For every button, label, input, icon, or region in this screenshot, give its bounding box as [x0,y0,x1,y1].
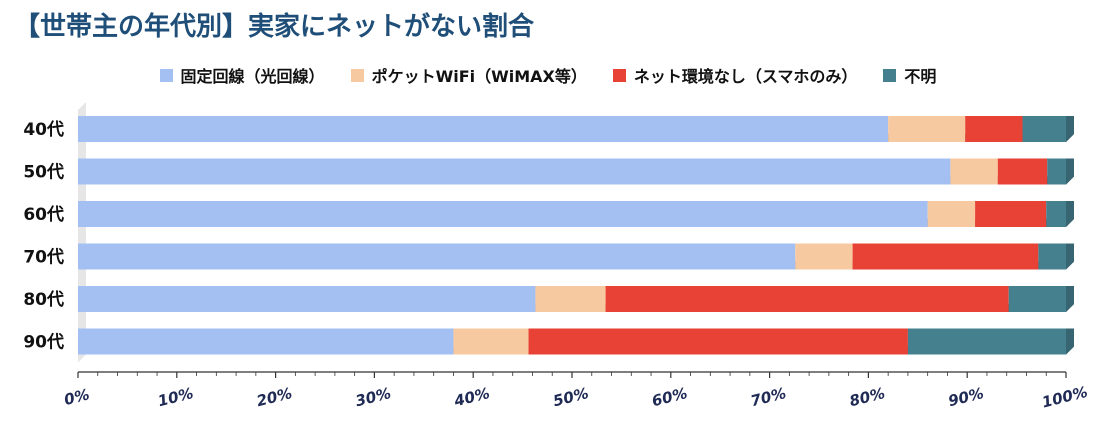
bar-70代-series-0 [78,243,796,270]
x-tick-label: 70% [749,384,788,410]
x-tick-label: 80% [848,384,887,410]
bar-40代-series-0 [78,116,889,142]
legend-label-no-internet: ネット環境なし（スマホのみ） [633,67,858,86]
bar-60代-series-2 [975,201,1047,227]
bar-80代-series-1-top [535,286,606,288]
bar-40代-series-1-top [888,116,966,118]
bar-80代-series-3 [1008,286,1066,312]
x-tick-label: 10% [156,384,195,410]
bar-60代-end [1066,201,1074,227]
bar-80代-end [1066,286,1074,312]
bar-90代-series-3 [907,328,1066,355]
bar-80代-series-1 [535,286,606,312]
x-tick-label: 50% [551,384,590,410]
category-label-60代: 60代 [23,204,64,225]
legend: 固定回線（光回線） ポケットWiFi（WiMAX等） ネット環境なし（スマホのみ… [0,62,1096,88]
bar-50代-series-0 [78,158,951,185]
x-tick-label: 100% [1040,383,1089,412]
bar-70代-series-1 [795,243,853,270]
bar-60代-series-2-top [975,201,1047,203]
bar-70代-series-2-top [852,243,1039,246]
bar-70代-series-3-top [1038,243,1066,246]
legend-item-fixed-line: 固定回線（光回線） [159,63,325,87]
bar-50代-series-2 [997,158,1048,185]
category-label-40代: 40代 [23,119,64,140]
bar-80代-series-0-top [78,286,536,288]
bar-60代-series-1 [927,201,976,227]
bar-80代-series-2-top [605,286,1009,288]
x-tick-label: 90% [946,384,985,410]
legend-swatch-pocket-wifi [350,68,364,82]
bar-90代-end [1066,328,1074,355]
bar-40代-series-3 [1022,116,1066,142]
bar-60代-series-0-top [78,201,928,203]
legend-item-no-internet: ネット環境なし（スマホのみ） [612,63,858,87]
bar-60代-series-0 [78,201,928,227]
bar-50代-series-2-top [997,158,1048,161]
x-tick-label: 0% [62,385,91,409]
bar-90代-series-3-top [907,328,1066,331]
legend-swatch-fixed-line [159,68,173,82]
x-tick-label: 60% [650,384,689,410]
bar-70代-series-1-top [795,243,853,246]
bar-40代-series-1 [888,116,966,142]
legend-label-fixed-line: 固定回線（光回線） [180,67,325,86]
bar-50代-end [1066,158,1074,185]
bar-90代-series-0 [78,328,454,355]
bar-60代-series-3 [1046,201,1066,227]
bar-70代-series-3 [1038,243,1066,270]
bar-90代-series-2 [528,328,908,355]
bar-90代-series-0-top [78,328,454,331]
bar-80代-series-3-top [1008,286,1066,288]
bar-50代-series-1 [950,158,998,185]
bar-50代-series-3 [1047,158,1066,185]
x-tick-label: 20% [255,384,294,410]
bar-40代-series-0-top [78,116,889,118]
legend-swatch-no-internet [612,68,626,82]
bar-40代-series-3-top [1022,116,1066,118]
bar-80代-series-0 [78,286,536,312]
category-label-70代: 70代 [23,247,64,268]
bar-50代-series-1-top [950,158,998,161]
bar-40代-end [1066,116,1074,142]
category-label-50代: 50代 [23,162,64,183]
bar-40代-series-2 [965,116,1023,142]
bar-70代-series-2 [852,243,1039,270]
bar-70代-series-0-top [78,243,796,246]
x-tick-label: 30% [354,384,393,410]
bar-90代-series-1-top [453,328,529,331]
bar-50代-series-0-top [78,158,951,161]
chart-title: 【世帯主の年代別】実家にネットがない割合 [14,12,535,42]
legend-label-pocket-wifi: ポケットWiFi（WiMAX等） [371,67,587,86]
bar-70代-end [1066,243,1074,270]
legend-item-pocket-wifi: ポケットWiFi（WiMAX等） [350,63,587,87]
bar-40代-series-2-top [965,116,1023,118]
x-tick-label: 40% [451,384,491,410]
bar-60代-series-1-top [927,201,976,203]
category-label-90代: 90代 [23,332,64,353]
legend-item-unknown: 不明 [883,63,936,87]
category-label-80代: 80代 [23,289,64,310]
legend-swatch-unknown [883,68,897,82]
legend-label-unknown: 不明 [904,67,937,86]
bar-90代-series-1 [453,328,529,355]
bar-80代-series-2 [605,286,1009,312]
bar-50代-series-3-top [1047,158,1066,161]
bar-90代-series-2-top [528,328,908,331]
bar-60代-series-3-top [1046,201,1066,203]
